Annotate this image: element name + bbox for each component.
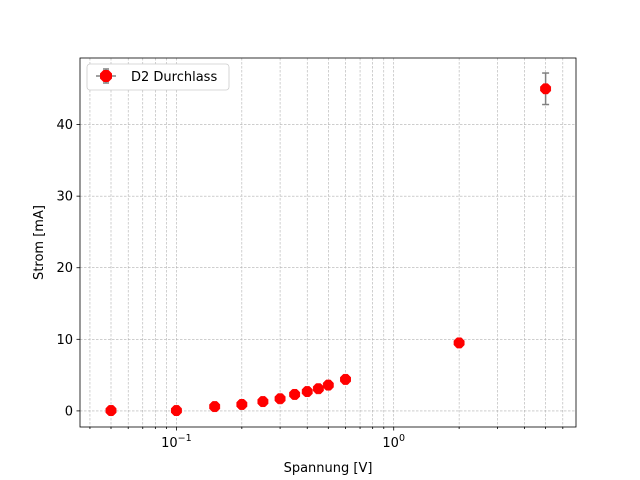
y-tick-label: 10 [56, 333, 73, 348]
y-tick-label: 40 [56, 118, 73, 133]
y-tick-label: 30 [56, 190, 73, 205]
x-tick-label: 100 [382, 433, 405, 451]
legend: D2 Durchlass [86, 63, 230, 91]
data-point [274, 393, 286, 405]
grid [80, 58, 576, 427]
data-point [301, 386, 313, 398]
x-tick-label: 10−1 [161, 433, 192, 451]
data-point [322, 379, 334, 391]
legend-box [86, 63, 230, 91]
y-tick-label: 20 [56, 261, 73, 276]
data-point [209, 401, 221, 413]
data-point [170, 405, 182, 416]
data-point [236, 399, 248, 410]
data-point [257, 396, 269, 408]
y-axis-label: Strom [mA] [32, 205, 47, 280]
x-axis-label: Spannung [V] [284, 461, 373, 476]
data-point [453, 337, 465, 349]
data-point [312, 383, 324, 395]
data-point [289, 388, 301, 400]
data-markers [105, 83, 552, 416]
data-point [540, 83, 552, 95]
data-point [340, 373, 351, 385]
legend-label: D2 Durchlass [131, 70, 217, 85]
data-point [105, 405, 117, 416]
legend-marker [100, 70, 112, 82]
y-tick-label: 0 [65, 404, 73, 419]
ticks: 10−1 100 0 10 20 30 40 [56, 118, 564, 451]
